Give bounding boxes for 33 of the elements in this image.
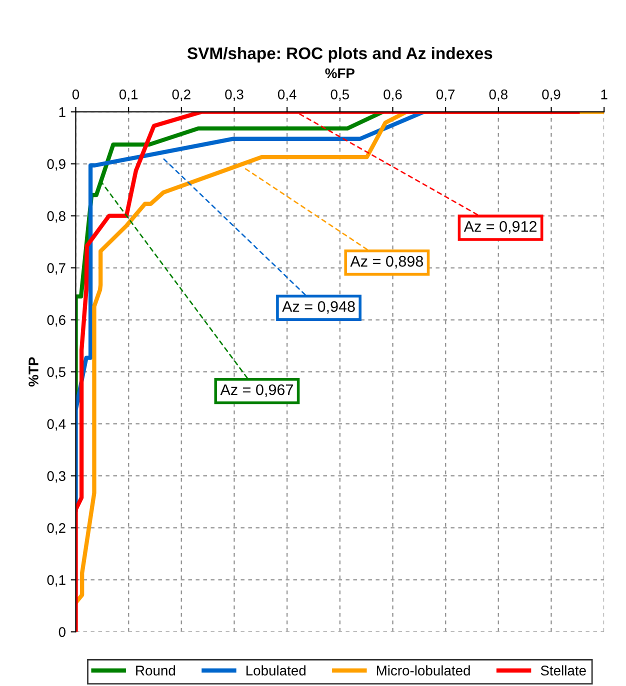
legend-label: Lobulated (246, 665, 306, 676)
annotation: Az = 0,898 (350, 256, 424, 269)
legend-label: Round (136, 665, 176, 676)
x-tick-label: 0 (72, 90, 80, 100)
y-tick-label: 0,7 (47, 263, 66, 275)
x-tick-label: 0,4 (278, 90, 296, 101)
x-tick-label: 0,3 (225, 90, 244, 101)
x-tick-label: 0,1 (119, 90, 138, 101)
x-tick-label: 0,7 (436, 90, 455, 101)
y-tick-label: 0,5 (47, 367, 66, 379)
annotation: Az = 0,948 (282, 301, 355, 314)
y-tick-label: 0,3 (47, 471, 66, 483)
x-tick-label: 1 (601, 90, 608, 100)
y-axis-title: %TP (28, 357, 38, 387)
legend-label: Stellate (540, 665, 586, 676)
y-tick-label: 0,6 (47, 315, 66, 327)
annotation: Az = 0,967 (220, 384, 293, 397)
x-tick-label: 0,9 (542, 90, 560, 101)
x-tick-label: 0,6 (384, 90, 402, 101)
chart-title: SVM/shape: ROC plots and Az indexes (187, 46, 492, 62)
x-tick-label: 0,2 (172, 90, 190, 101)
y-tick-label: 0,8 (47, 211, 66, 223)
y-tick-label: 0,1 (47, 575, 66, 587)
y-tick-label: 1 (59, 107, 66, 117)
x-axis-title: %FP (325, 68, 354, 78)
y-tick-label: 0,2 (47, 523, 66, 535)
y-tick-label: 0 (58, 627, 66, 637)
y-tick-label: 0,9 (47, 159, 66, 171)
y-tick-label: 0,4 (47, 419, 66, 431)
x-tick-label: 0,5 (330, 90, 349, 101)
x-tick-label: 0,8 (489, 90, 508, 101)
legend-label: Micro-lobulated (376, 665, 470, 676)
annotation: Az = 0,912 (464, 221, 537, 234)
